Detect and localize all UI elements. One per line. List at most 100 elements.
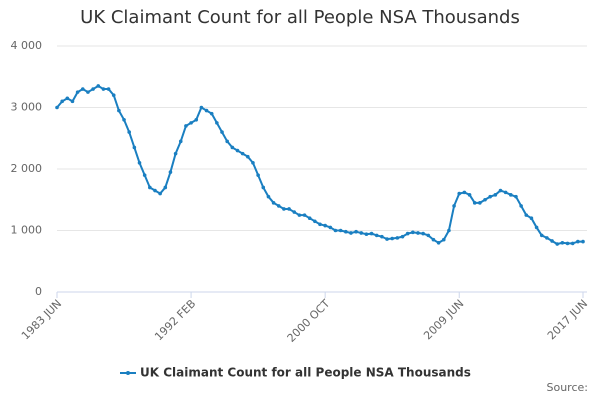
data-line bbox=[56, 84, 583, 246]
data-point bbox=[271, 201, 276, 205]
data-point bbox=[570, 241, 575, 246]
data-point bbox=[478, 201, 482, 205]
data-point bbox=[276, 204, 281, 208]
data-point bbox=[426, 233, 431, 238]
data-point bbox=[534, 225, 539, 230]
x-tick-label: 2017 JUN bbox=[545, 297, 590, 342]
data-point bbox=[256, 173, 260, 177]
data-point bbox=[318, 222, 322, 227]
data-point bbox=[178, 139, 183, 144]
data-point bbox=[86, 90, 90, 94]
data-point bbox=[91, 87, 95, 91]
data-point bbox=[576, 239, 580, 244]
data-point bbox=[333, 228, 338, 233]
data-point bbox=[230, 145, 235, 150]
data-point bbox=[106, 87, 111, 91]
data-point bbox=[436, 241, 441, 245]
data-point bbox=[225, 139, 229, 144]
data-point bbox=[581, 239, 585, 244]
data-point bbox=[184, 124, 188, 128]
data-point bbox=[369, 231, 374, 236]
legend-marker bbox=[126, 371, 130, 375]
data-point bbox=[457, 191, 462, 196]
y-tick-label: 3 000 bbox=[11, 101, 43, 114]
data-point bbox=[307, 216, 312, 220]
y-tick-label: 1 000 bbox=[11, 224, 43, 237]
data-point bbox=[163, 185, 168, 190]
data-point bbox=[132, 145, 137, 150]
data-point bbox=[555, 242, 560, 246]
data-point bbox=[246, 154, 250, 159]
data-point bbox=[349, 231, 353, 235]
data-point bbox=[235, 148, 240, 153]
legend-label: UK Claimant Count for all People NSA Tho… bbox=[140, 366, 471, 380]
data-point bbox=[364, 232, 369, 236]
data-point bbox=[328, 225, 333, 230]
data-point bbox=[385, 237, 389, 241]
data-point bbox=[488, 194, 492, 199]
data-point bbox=[374, 233, 379, 238]
data-point bbox=[483, 197, 487, 202]
y-tick-label: 4 000 bbox=[11, 39, 43, 52]
data-point bbox=[472, 201, 477, 205]
data-point bbox=[343, 229, 348, 234]
data-point bbox=[390, 236, 394, 241]
data-point bbox=[560, 241, 565, 245]
data-point bbox=[173, 151, 178, 156]
data-point bbox=[462, 190, 467, 195]
data-point bbox=[101, 87, 106, 91]
data-point bbox=[251, 161, 255, 165]
data-point bbox=[441, 237, 446, 242]
data-point bbox=[220, 130, 224, 134]
data-point bbox=[313, 219, 317, 224]
data-point bbox=[153, 188, 157, 193]
data-point bbox=[261, 185, 266, 190]
data-point bbox=[509, 193, 513, 197]
data-point bbox=[80, 87, 85, 91]
data-point bbox=[550, 239, 554, 243]
data-point bbox=[493, 193, 498, 197]
data-point bbox=[142, 173, 147, 177]
data-point bbox=[302, 213, 307, 217]
x-tick-label: 1983 JUN bbox=[19, 297, 64, 342]
x-tick-label: 2009 JUN bbox=[421, 297, 466, 342]
data-point bbox=[287, 207, 291, 211]
data-point bbox=[503, 190, 508, 195]
data-point bbox=[204, 108, 209, 113]
x-tick-label: 2000 OCT bbox=[285, 297, 333, 345]
data-point bbox=[297, 213, 302, 217]
data-point bbox=[282, 207, 286, 211]
data-point bbox=[65, 96, 70, 101]
x-tick-label: 1992 FEB bbox=[152, 297, 198, 343]
data-point bbox=[354, 229, 358, 234]
data-point bbox=[117, 108, 121, 113]
chart-title: UK Claimant Count for all People NSA Tho… bbox=[80, 7, 520, 28]
data-point bbox=[519, 204, 523, 208]
data-point bbox=[338, 228, 343, 233]
data-point bbox=[168, 170, 173, 174]
data-point bbox=[122, 118, 126, 122]
data-point bbox=[529, 216, 534, 220]
data-point bbox=[60, 99, 64, 104]
data-point bbox=[447, 228, 451, 233]
data-point bbox=[111, 93, 116, 97]
data-point bbox=[514, 194, 518, 199]
data-point bbox=[127, 130, 131, 134]
data-point bbox=[189, 121, 193, 125]
data-point bbox=[194, 118, 199, 122]
y-tick-label: 0 bbox=[35, 285, 42, 298]
data-point bbox=[405, 231, 410, 236]
y-tick-label: 2 000 bbox=[11, 162, 43, 175]
data-point bbox=[323, 223, 327, 228]
data-point bbox=[359, 231, 364, 235]
data-point bbox=[539, 233, 544, 238]
data-point bbox=[215, 121, 219, 125]
data-point bbox=[395, 236, 400, 240]
data-point bbox=[524, 213, 529, 217]
data-point bbox=[209, 111, 214, 116]
data-point bbox=[565, 241, 570, 246]
data-point bbox=[240, 151, 245, 156]
data-point bbox=[158, 191, 162, 196]
data-point bbox=[55, 105, 59, 110]
data-point bbox=[292, 210, 297, 214]
